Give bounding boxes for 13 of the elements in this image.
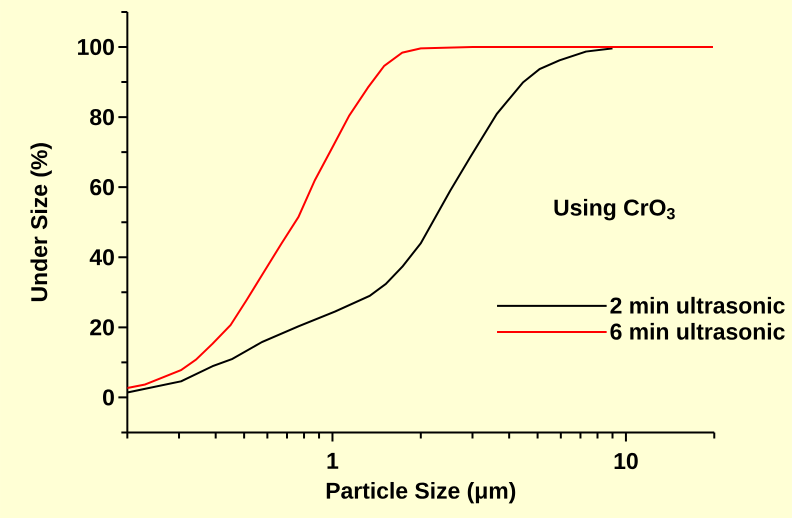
y-tick-label: 80 xyxy=(90,108,114,126)
y-tick-label: 60 xyxy=(90,178,114,196)
y-axis-title: Under Size (%) xyxy=(30,143,52,301)
x-tick-label: 1 xyxy=(328,452,338,469)
y-tick-label: 100 xyxy=(78,38,114,56)
annotation: Using CrO$_{3}$ xyxy=(554,198,675,220)
x-tick-label: 10 xyxy=(614,452,638,470)
legend-label: 2 min ultrasonic xyxy=(610,296,785,314)
x-axis-title: Particle Size (μm) xyxy=(326,482,516,504)
y-tick-label: 0 xyxy=(103,389,114,406)
y-tick-label: 40 xyxy=(90,249,114,266)
legend-label: 6 min ultrasonic xyxy=(610,322,785,340)
y-tick-label: 20 xyxy=(90,319,114,336)
